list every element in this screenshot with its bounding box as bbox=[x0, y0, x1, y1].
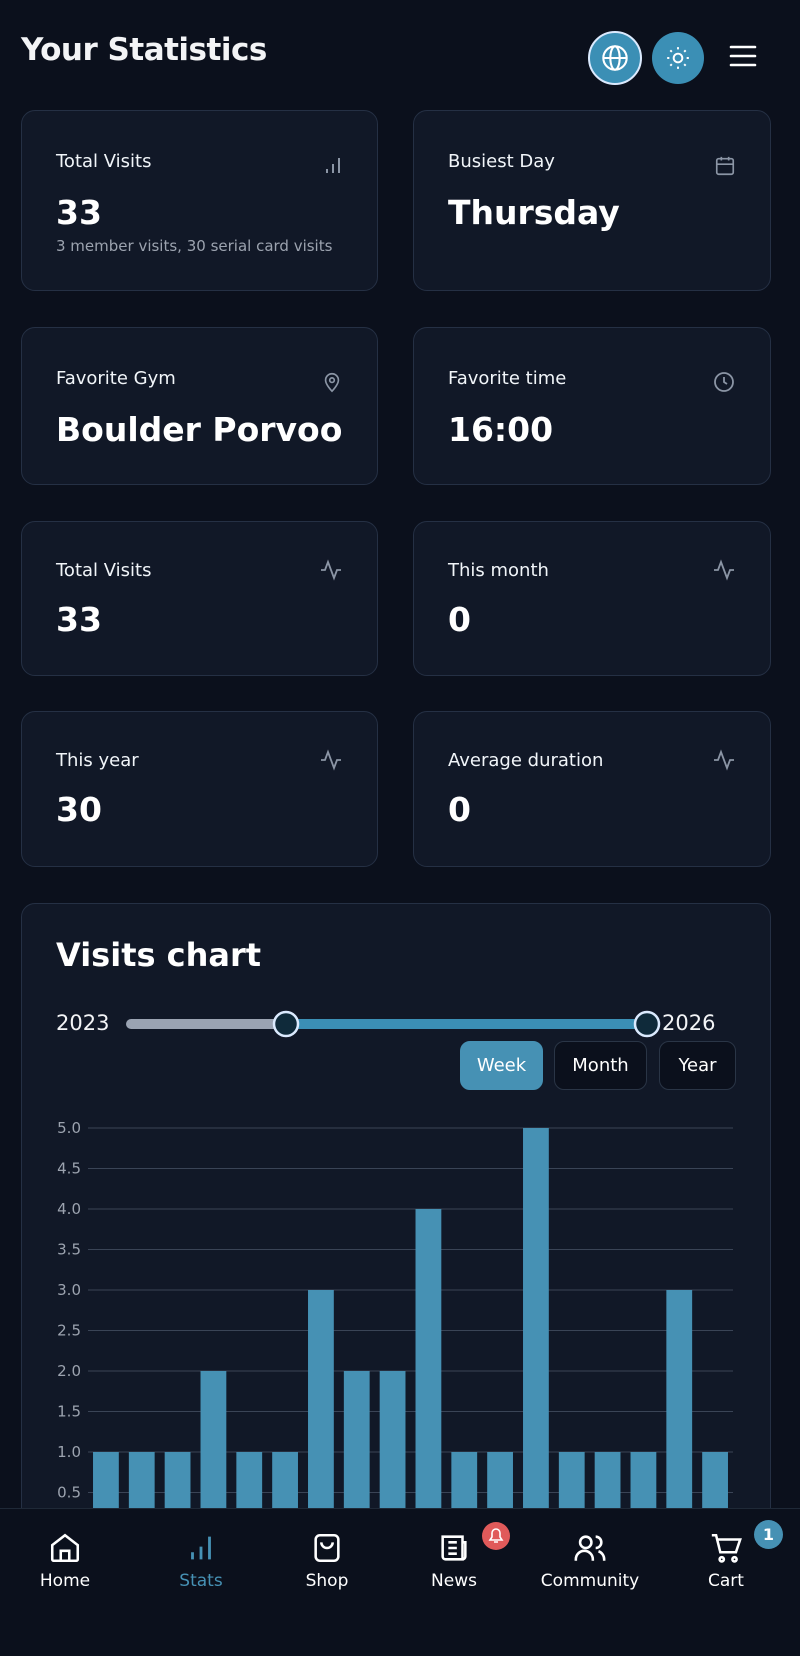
range-end: 2026 bbox=[662, 1011, 716, 1035]
nav-label: Community bbox=[540, 1571, 640, 1591]
theme-button[interactable] bbox=[652, 32, 704, 84]
card-value: 16:00 bbox=[448, 410, 554, 449]
period-button[interactable]: Year bbox=[659, 1041, 736, 1090]
stat-card: This year 30 bbox=[21, 711, 378, 867]
period-button[interactable]: Week bbox=[460, 1041, 543, 1090]
card-value: 0 bbox=[448, 600, 471, 639]
activity-icon bbox=[321, 749, 341, 771]
stat-card: Busiest Day Thursday bbox=[413, 110, 771, 291]
nav-shop[interactable]: Shop bbox=[267, 1531, 387, 1591]
y-tick-label: 1.0 bbox=[57, 1443, 81, 1461]
bottom-nav: Home Stats Shop News Community Cart 1 bbox=[0, 1508, 800, 1656]
nav-home[interactable]: Home bbox=[5, 1531, 125, 1591]
stat-card: Favorite Gym Boulder Porvoo bbox=[21, 327, 378, 485]
y-tick-label: 1.5 bbox=[57, 1403, 81, 1421]
y-tick-label: 4.0 bbox=[57, 1200, 81, 1218]
bar-icon bbox=[326, 158, 340, 173]
chart-title: Visits chart bbox=[56, 936, 262, 974]
nav-label: Stats bbox=[179, 1571, 223, 1591]
range-start: 2023 bbox=[56, 1011, 110, 1035]
cart-badge: 1 bbox=[754, 1520, 783, 1549]
bar bbox=[523, 1128, 549, 1533]
stat-card: Average duration 0 bbox=[413, 711, 771, 867]
nav-label: Home bbox=[39, 1571, 91, 1591]
card-value: Boulder Porvoo bbox=[56, 410, 343, 449]
nav-community[interactable]: Community bbox=[530, 1531, 650, 1591]
nav-news[interactable]: News bbox=[394, 1531, 514, 1591]
card-label: Favorite Gym bbox=[56, 368, 176, 389]
card-value: 0 bbox=[448, 790, 471, 829]
activity-icon bbox=[714, 559, 734, 581]
stat-card: Total Visits 33 bbox=[21, 521, 378, 676]
nav-label: Cart bbox=[708, 1571, 744, 1591]
activity-icon bbox=[714, 749, 734, 771]
card-value: 30 bbox=[56, 790, 102, 829]
card-value: 33 bbox=[56, 193, 102, 232]
nav-stats[interactable]: Stats bbox=[141, 1531, 261, 1591]
bar bbox=[379, 1371, 406, 1533]
clock-icon bbox=[714, 372, 734, 392]
bar bbox=[343, 1371, 370, 1533]
y-tick-label: 4.5 bbox=[57, 1160, 81, 1178]
y-tick-label: 3.0 bbox=[57, 1281, 81, 1299]
calendar-icon bbox=[715, 156, 735, 176]
stat-card: Total Visits 33 3 member visits, 30 seri… bbox=[21, 110, 378, 291]
bar bbox=[308, 1290, 334, 1533]
y-tick-label: 2.0 bbox=[57, 1362, 81, 1380]
y-tick-label: 2.5 bbox=[57, 1322, 81, 1340]
y-tick-label: 0.5 bbox=[57, 1484, 81, 1502]
card-label: This year bbox=[56, 750, 139, 771]
bar bbox=[200, 1371, 227, 1533]
menu-button[interactable] bbox=[729, 44, 757, 68]
card-label: Favorite time bbox=[448, 368, 567, 389]
stat-card: This month 0 bbox=[413, 521, 771, 676]
nav-label: News bbox=[431, 1571, 477, 1591]
card-value: Thursday bbox=[448, 193, 620, 232]
activity-icon bbox=[321, 559, 341, 581]
bar bbox=[666, 1290, 693, 1533]
card-label: Total Visits bbox=[56, 560, 152, 581]
card-note: 3 member visits, 30 serial card visits bbox=[56, 237, 333, 255]
card-label: This month bbox=[448, 560, 549, 581]
year-slider[interactable] bbox=[122, 1008, 668, 1040]
card-label: Average duration bbox=[448, 750, 604, 771]
card-value: 33 bbox=[56, 600, 102, 639]
card-label: Total Visits bbox=[56, 151, 152, 172]
nav-cart[interactable]: Cart bbox=[666, 1531, 786, 1591]
card-label: Busiest Day bbox=[448, 151, 555, 172]
nav-label: Shop bbox=[305, 1571, 349, 1591]
y-tick-label: 3.5 bbox=[57, 1241, 81, 1259]
bar bbox=[415, 1209, 442, 1533]
page-title: Your Statistics bbox=[21, 32, 267, 68]
period-button[interactable]: Month bbox=[554, 1041, 647, 1090]
language-button[interactable] bbox=[588, 31, 642, 85]
stat-card: Favorite time 16:00 bbox=[413, 327, 771, 485]
pin-icon bbox=[324, 372, 340, 393]
y-tick-label: 5.0 bbox=[57, 1119, 81, 1137]
news-alert-badge bbox=[482, 1522, 510, 1550]
